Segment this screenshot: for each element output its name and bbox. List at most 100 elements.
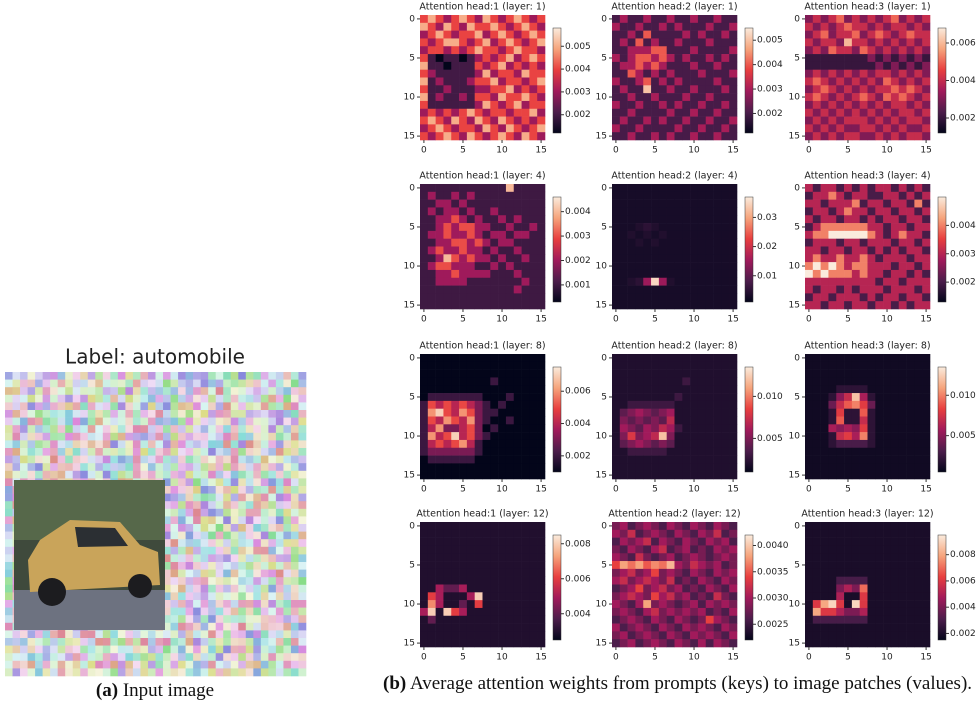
noise-pixel [246,668,254,676]
heatmap-cell [612,639,620,647]
noise-pixel [276,554,284,562]
colorbar-tick-label: 0.02 [757,242,777,252]
heatmap-cell [899,270,907,278]
noise-pixel [88,433,96,441]
heatmap-cell [729,54,737,62]
heatmap-cell [659,78,667,86]
heatmap-cell [651,239,659,247]
heatmap-cell [612,117,620,125]
noise-pixel [193,402,201,410]
heatmap-cell [467,522,475,530]
heatmap-cell [868,117,876,125]
heatmap-cell [875,354,883,362]
heatmap-cell [860,78,868,86]
heatmap-cell [899,631,907,639]
heatmap-cell [821,85,829,93]
heatmap-cell [852,286,860,294]
heatmap-cell [883,385,891,393]
heatmap-cell [675,409,683,417]
heatmap-cell [483,278,491,286]
noise-pixel [118,402,126,410]
heatmap-cell [498,31,506,39]
noise-pixel [246,456,254,464]
heatmap-cell [436,463,444,471]
noise-pixel [118,630,126,638]
noise-pixel [35,668,43,676]
colorbar-tick-label: 0.010 [757,392,783,402]
heatmap-cell [805,23,813,31]
heatmap-cell [659,31,667,39]
heatmap-cell [922,93,930,101]
noise-pixel [103,630,111,638]
y-tick-label: 0 [409,14,415,24]
noise-pixel [283,646,291,654]
heatmap-cell [436,132,444,140]
noise-pixel [171,585,179,593]
heatmap-cell [883,207,891,215]
heatmap-cell [483,62,491,70]
heatmap-cell [643,362,651,370]
heatmap-cell [883,401,891,409]
heatmap-cell [635,23,643,31]
heatmap-cell [635,631,643,639]
noise-pixel [133,653,141,661]
colorbar-tick-label: 0.006 [565,574,591,584]
noise-pixel [80,661,88,669]
heatmap-cell [828,85,836,93]
noise-pixel [125,395,133,403]
noise-pixel [208,410,216,418]
heatmap-cell [451,393,459,401]
heatmap-cell [659,639,667,647]
heatmap-cell [891,569,899,577]
noise-pixel [268,547,276,555]
noise-pixel [20,387,28,395]
heatmap-cell [875,522,883,530]
heatmap-cell [706,31,714,39]
noise-pixel [283,478,291,486]
heatmap-cell [675,70,683,78]
y-tick-label: 0 [601,521,607,531]
noise-pixel [193,562,201,570]
noise-pixel [171,402,179,410]
heatmap-cell [529,38,537,46]
heatmap-cell [651,616,659,624]
heatmap-cell [805,530,813,538]
heatmap-cell [729,385,737,393]
heatmap-cell [852,200,860,208]
heatmap-cell [860,608,868,616]
heatmap-cell [443,38,451,46]
heatmap-cell [522,270,530,278]
noise-pixel [20,372,28,380]
noise-pixel [193,516,201,524]
heatmap-cell [706,23,714,31]
heatmap-cell [821,46,829,54]
heatmap-cell [498,354,506,362]
heatmap-cell [459,592,467,600]
heatmap-cell [805,200,813,208]
heatmap-cell [891,432,899,440]
heatmap-cell [821,239,829,247]
heatmap-cell [443,377,451,385]
heatmap-cell [675,254,683,262]
noise-pixel [223,532,231,540]
noise-pixel [148,668,156,676]
heatmap-cell [628,522,636,530]
heatmap-cell [690,608,698,616]
heatmap-cell [729,569,737,577]
noise-pixel [223,668,231,676]
heatmap-cell [883,215,891,223]
heatmap-cell [498,270,506,278]
heatmap-cell [443,585,451,593]
heatmap-cell [451,23,459,31]
heatmap-cell [729,377,737,385]
heatmap-cell [868,624,876,632]
heatmap-cell [506,184,514,192]
heatmap-cell [706,522,714,530]
noise-pixel [133,380,141,388]
heatmap-cell [907,522,915,530]
heatmap-cell [490,85,498,93]
heatmap-cell [675,62,683,70]
heatmap-cell [459,85,467,93]
heatmap-cell [537,54,545,62]
noise-pixel [268,562,276,570]
